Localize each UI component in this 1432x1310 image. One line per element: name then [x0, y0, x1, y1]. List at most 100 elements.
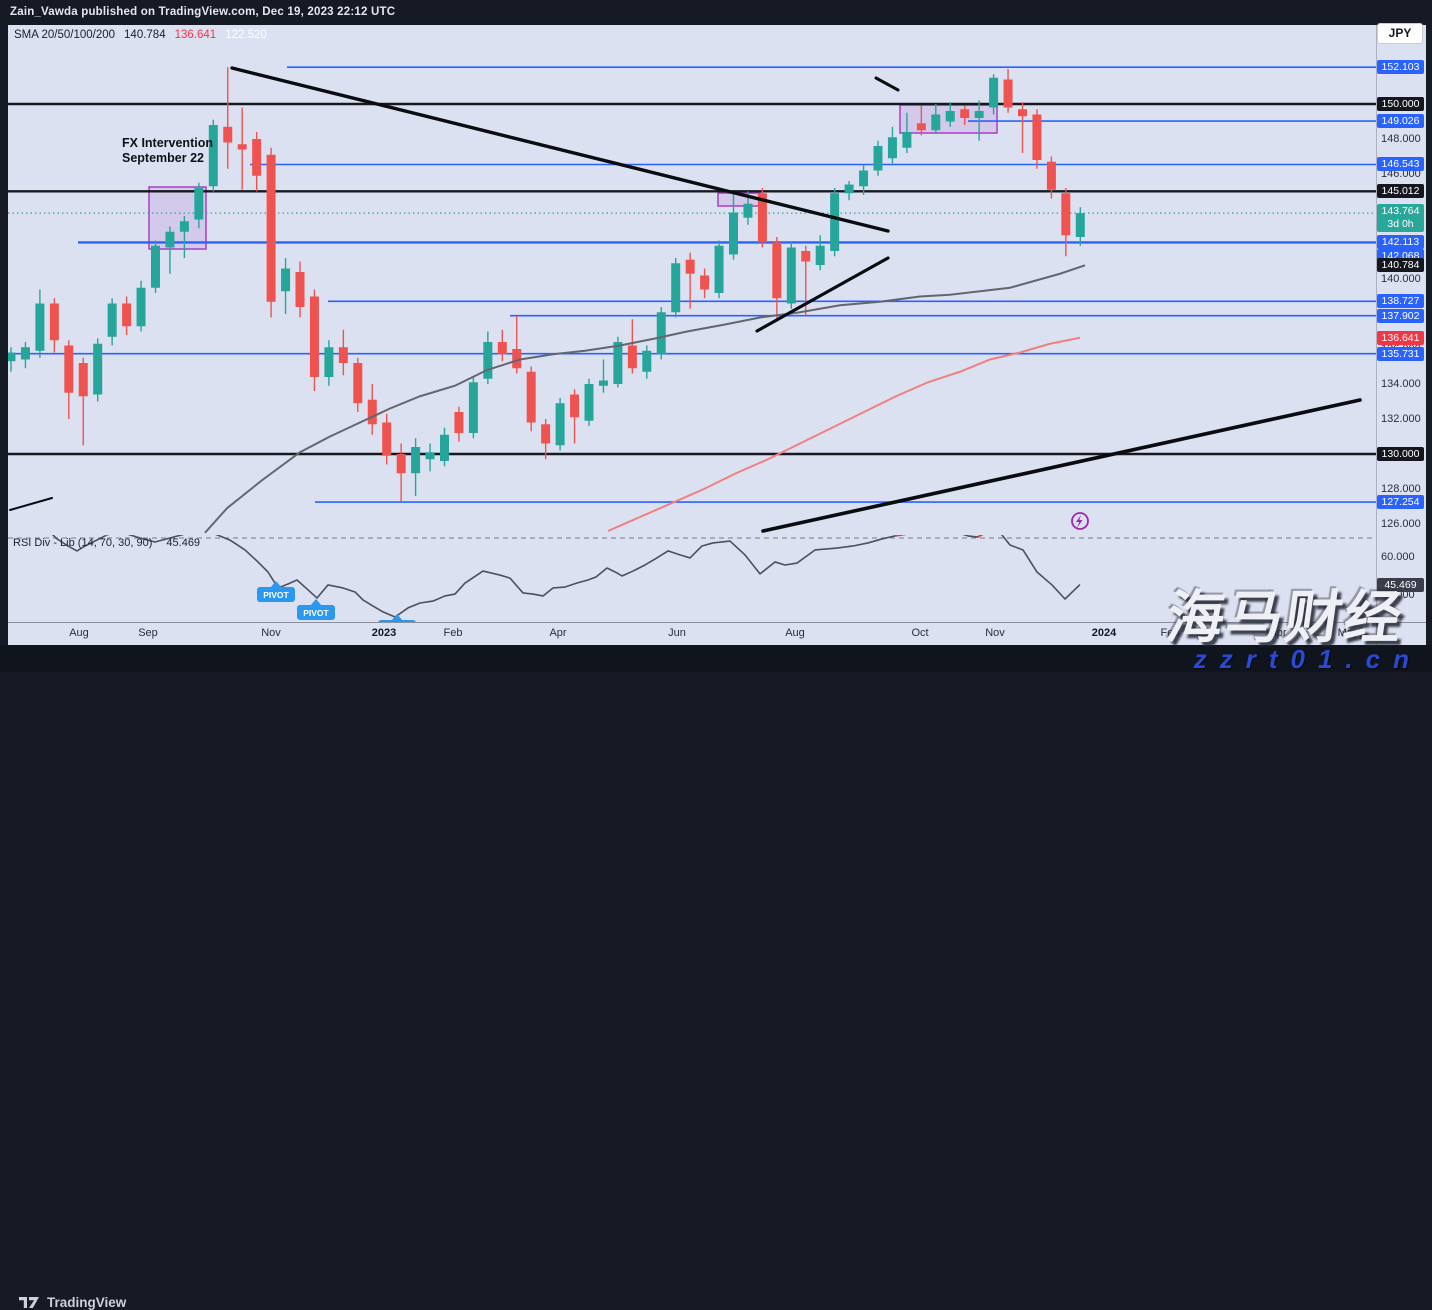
candle-body: [8, 352, 16, 362]
candle-body: [237, 144, 247, 150]
candle-body: [93, 343, 103, 395]
rsi-overbought-segment: [977, 535, 984, 538]
pivot-badge: PIVOT: [257, 581, 295, 602]
candle-body: [772, 242, 782, 299]
candle-body: [555, 403, 565, 446]
trendline: [9, 497, 53, 511]
candle-body: [989, 77, 999, 108]
candle-body: [20, 347, 30, 360]
candle-body: [541, 424, 551, 444]
candle-body: [671, 263, 681, 313]
watermark-cn-brand: 海马财经: [1162, 586, 1408, 650]
candle-body: [627, 345, 637, 369]
time-axis-label: Aug: [785, 627, 805, 639]
candle-body: [64, 345, 74, 393]
candle-body: [584, 384, 594, 421]
price-level-badge: 138.727: [1377, 294, 1424, 309]
candle-body: [859, 170, 869, 187]
rsi-label-text: RSI Div - Lib (14, 70, 30, 90): [13, 537, 153, 549]
time-axis-label: Apr: [549, 627, 567, 639]
symbol-currency-button[interactable]: JPY: [1377, 23, 1423, 44]
candle-body: [887, 137, 897, 159]
candle-body: [700, 275, 710, 290]
candle-body: [295, 272, 305, 307]
price-level-badge: 140.784: [1377, 258, 1424, 273]
rsi-value: 45.469: [166, 537, 201, 549]
candle-body: [714, 245, 724, 293]
fx-intervention-annotation[interactable]: FX Intervention September 22: [122, 136, 213, 166]
candle-body: [78, 363, 88, 397]
price-level-badge: 152.103: [1377, 60, 1424, 75]
candle-body: [931, 114, 941, 131]
price-level-badge: 145.012: [1377, 184, 1424, 199]
candle-body: [656, 312, 666, 355]
candle-body: [598, 380, 608, 386]
time-axis-strip[interactable]: [8, 622, 1426, 645]
candle-body: [165, 231, 175, 248]
price-level-badge: 127.254: [1377, 495, 1424, 510]
candle-body: [642, 350, 652, 372]
time-axis-label: 2024: [1091, 627, 1117, 639]
candle-body: [497, 342, 507, 355]
rsi-overbought-segment: [955, 532, 965, 533]
time-axis-label: Sep: [138, 627, 158, 639]
candle-body: [873, 146, 883, 171]
candle-body: [1061, 193, 1071, 236]
rsi-value-badge: 45.469: [1377, 578, 1424, 592]
rsi-axis-label: 60.000: [1381, 551, 1415, 563]
candle-body: [194, 188, 204, 220]
candle-body: [613, 342, 623, 384]
tradingview-logo-icon: [19, 1297, 39, 1308]
time-axis-label: May: [1337, 627, 1359, 639]
candle-body: [960, 109, 970, 118]
candle-body: [208, 125, 218, 187]
candle-body: [309, 296, 319, 377]
candle-body: [757, 193, 767, 243]
candle-body: [743, 203, 753, 218]
trendline: [230, 66, 890, 233]
indicator-legend[interactable]: SMA 20/50/100/200 140.784 136.641 122.520: [14, 29, 276, 41]
candle-body: [844, 184, 854, 194]
sma20-value: 140.784: [124, 29, 166, 41]
candle-body: [136, 287, 146, 327]
rsi-overbought-segment: [894, 535, 907, 537]
price-level-badge: 135.731: [1377, 346, 1424, 361]
price-axis-label: 128.000: [1381, 483, 1421, 495]
candle-body: [122, 303, 132, 327]
price-level-badge: 149.026: [1377, 114, 1424, 129]
rsi-pane: PIVOT PIVOT PIVOT: [8, 532, 1376, 622]
rsi-indicator-label[interactable]: RSI Div - Lib (14, 70, 30, 90) 45.469: [13, 537, 200, 549]
price-level-badge: 150.000: [1377, 97, 1424, 111]
candle-body: [223, 126, 233, 143]
fx-annotation-line2: September 22: [122, 151, 204, 165]
trendline: [761, 398, 1362, 533]
current-price-badge: 143.764 3d 0h: [1377, 204, 1424, 232]
candle-body: [411, 447, 421, 474]
current-price-value: 143.764: [1381, 205, 1420, 217]
attribution-bar: Zain_Vawda published on TradingView.com,…: [0, 0, 1432, 25]
time-axis-label: Feb: [1160, 627, 1180, 639]
pivot-badge-label: PIVOT: [263, 590, 289, 600]
candle-body: [1003, 79, 1013, 108]
price-axis-label: 140.000: [1381, 273, 1421, 285]
tradingview-logo-text: TradingView: [47, 1295, 127, 1310]
price-level-badge: 146.543: [1377, 157, 1424, 172]
sma-legend-label: SMA 20/50/100/200: [14, 29, 116, 41]
candle-body: [1032, 114, 1042, 160]
rsi-axis-label: 40.000: [1381, 589, 1415, 601]
price-axis-label: 132.000: [1381, 413, 1421, 425]
candle-body: [281, 268, 291, 292]
candle-body: [49, 303, 59, 341]
chart-graphics[interactable]: PIVOT PIVOT PIVOT: [0, 0, 1432, 672]
candle-body: [382, 422, 392, 456]
candle-body: [570, 394, 580, 418]
lightning-icon: [1071, 512, 1089, 530]
chart-canvas[interactable]: [8, 25, 1426, 645]
candle-body: [526, 371, 536, 423]
price-level-badge: 137.902: [1377, 308, 1424, 323]
price-level-badge: 142.113: [1377, 235, 1424, 250]
tradingview-logo[interactable]: TradingView: [18, 1295, 126, 1310]
price-axis-label: 134.000: [1381, 378, 1421, 390]
time-axis-label: Jun: [668, 627, 686, 639]
